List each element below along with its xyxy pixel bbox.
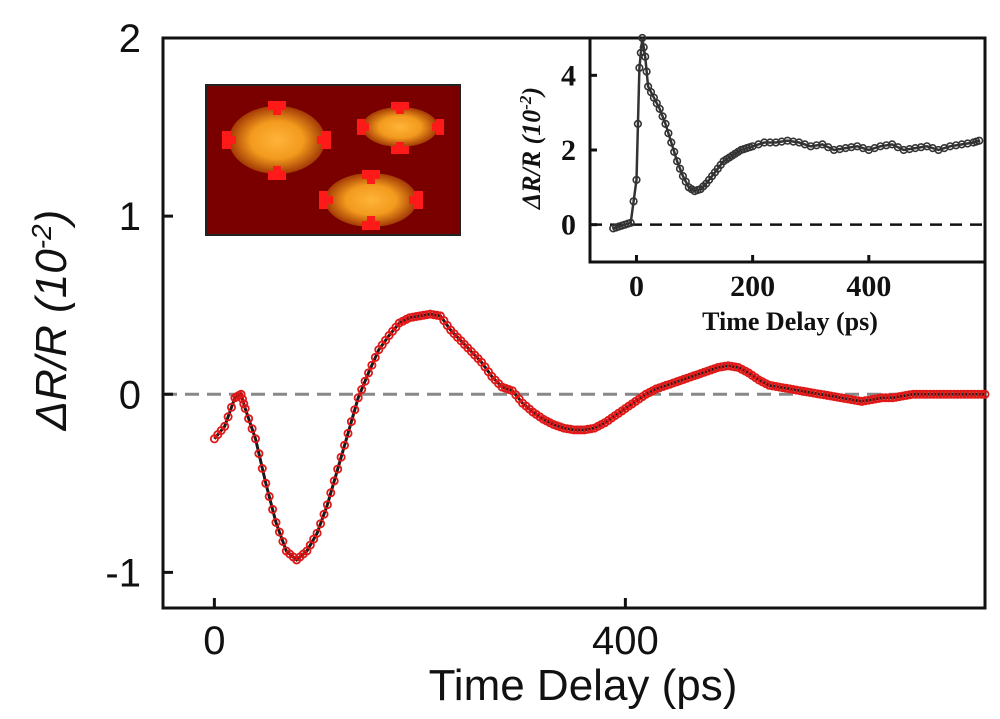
inset-y-tick-label: 0 <box>561 209 576 242</box>
inset-x-axis-title: Time Delay (ps) <box>702 307 878 336</box>
inset-x-tick-label: 400 <box>846 270 891 303</box>
main-y-axis-title: ΔR/R (10-2) <box>26 210 77 432</box>
main-y-tick-label: 0 <box>119 373 141 417</box>
main-fit-line <box>214 314 985 560</box>
main-y-tick-label: 2 <box>119 17 141 61</box>
inset-y-tick-label: 4 <box>561 59 576 92</box>
main-y-tick-label: 1 <box>119 195 141 239</box>
thumbnail-spot <box>229 106 325 174</box>
main-series-line <box>214 314 985 560</box>
inset-y-axis-title: ΔR/R (10-2) <box>516 87 547 210</box>
figure: -1012 0 400 Time Delay (ps) ΔR/R (10-2) <box>0 0 1000 719</box>
main-x-tick-label: 0 <box>203 619 225 663</box>
main-x-axis-title: Time Delay (ps) <box>429 661 738 710</box>
inset-x-tick-label: 0 <box>629 270 644 303</box>
sample-thumbnail <box>206 85 460 235</box>
main-y-tick-label: -1 <box>105 551 141 595</box>
main-x-tick-label: 400 <box>592 619 659 663</box>
inset-chart: 0 2 4 0 200 400 Time Delay (ps) ΔR/R (10-2) <box>516 35 986 336</box>
inset-y-tick-label: 2 <box>561 134 576 167</box>
inset-x-tick-label: 200 <box>730 270 775 303</box>
main-data-points <box>211 311 989 564</box>
